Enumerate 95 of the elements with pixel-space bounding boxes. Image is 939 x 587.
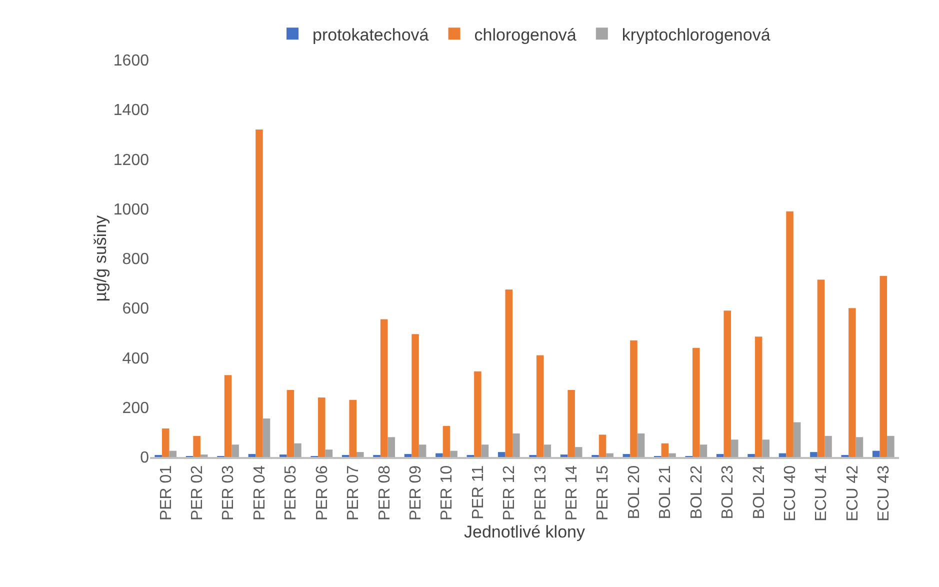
legend-label: protokatechová: [312, 25, 430, 44]
x-tick-label: PER 04: [251, 465, 268, 521]
x-axis-title: Jednotlivé klony: [464, 522, 586, 542]
bar: [442, 426, 450, 457]
bar: [536, 355, 544, 457]
bar: [824, 436, 832, 457]
x-tick-label: PER 06: [314, 465, 331, 521]
y-tick-label: 0: [140, 450, 150, 467]
bar: [380, 319, 388, 457]
x-tick-label: PER 09: [407, 465, 424, 521]
bar: [661, 443, 669, 457]
bar: [622, 454, 630, 457]
x-tick-label: PER 01: [158, 465, 175, 521]
y-tick-label: 1400: [113, 102, 150, 120]
bar: [568, 390, 575, 457]
x-tick-label: PER 05: [282, 465, 300, 521]
bar: [262, 418, 270, 457]
bar: [692, 348, 700, 457]
bar: [450, 450, 458, 457]
bar: [762, 440, 770, 457]
x-tick-label: PER 14: [564, 465, 581, 521]
bar: [754, 336, 762, 457]
bar: [193, 436, 200, 457]
bar: [505, 290, 513, 457]
x-tick-label: ECU 43: [876, 465, 893, 522]
x-tick-label: PER 13: [532, 465, 550, 521]
x-tick-label: PER 07: [345, 465, 362, 521]
x-tick-label: ECU 41: [813, 465, 830, 522]
bar: [356, 452, 364, 457]
bar: [481, 444, 489, 457]
bar: [724, 310, 731, 457]
x-tick-label: PER 11: [470, 465, 487, 520]
bar: [388, 437, 395, 457]
x-tick-label: PER 02: [189, 465, 206, 521]
x-tick-label: ECU 42: [844, 465, 862, 522]
bar: [817, 280, 825, 457]
legend-label: chlorogenová: [474, 25, 577, 44]
y-axis-title: µg/g sušiny: [91, 214, 110, 302]
y-tick-label: 400: [122, 350, 150, 368]
bar: [748, 454, 755, 457]
bar: [700, 444, 708, 457]
bar: [880, 276, 888, 457]
bar: [498, 452, 506, 457]
bar: [349, 400, 356, 457]
bar: [574, 447, 582, 457]
bar: [786, 211, 794, 457]
bar: [286, 390, 294, 457]
x-tick-label: PER 10: [438, 465, 456, 521]
bar: [294, 443, 302, 457]
bar: [848, 308, 856, 457]
bar: [793, 422, 801, 457]
bar: [224, 375, 232, 457]
x-tick-label: BOL 24: [750, 465, 768, 520]
y-tick-label: 1200: [113, 152, 150, 169]
bar: [404, 454, 412, 457]
bar: [810, 452, 818, 457]
legend-label: kryptochlorogenová: [622, 25, 771, 44]
bar: [887, 436, 894, 457]
bar: [248, 454, 256, 457]
bar: [630, 340, 638, 457]
x-tick-label: PER 12: [501, 465, 518, 521]
bar: [474, 371, 482, 457]
x-tick-label: BOL 23: [720, 465, 737, 520]
bar: [169, 450, 177, 457]
bar: [544, 444, 552, 457]
x-tick-label: PER 15: [594, 465, 612, 521]
bar: [232, 444, 239, 457]
x-tick-label: BOL 20: [626, 465, 643, 520]
x-tick-label: PER 03: [220, 465, 238, 521]
y-tick-label: 1600: [113, 52, 150, 70]
bar: [606, 453, 614, 457]
bar: [778, 453, 786, 457]
bar: [637, 433, 645, 457]
x-tick-label: ECU 40: [782, 465, 799, 522]
y-tick-label: 800: [122, 251, 150, 268]
bar: [716, 454, 724, 457]
bar: [598, 434, 606, 457]
bar: [512, 433, 520, 457]
bar: [731, 440, 738, 457]
bar: [318, 397, 326, 457]
bar: [325, 450, 333, 457]
bar: [872, 450, 880, 457]
y-tick-label: 600: [122, 300, 150, 318]
bar: [668, 453, 676, 457]
bar: [418, 444, 426, 457]
x-tick-label: BOL 22: [688, 465, 706, 520]
bar: [436, 453, 443, 457]
bar: [856, 437, 864, 457]
x-tick-label: BOL 21: [657, 465, 674, 520]
x-tick-label: PER 08: [376, 465, 394, 521]
bar: [162, 428, 170, 457]
y-tick-label: 1000: [113, 201, 150, 218]
y-tick-label: 200: [122, 400, 150, 417]
bar: [256, 129, 263, 457]
bar: [412, 334, 419, 457]
